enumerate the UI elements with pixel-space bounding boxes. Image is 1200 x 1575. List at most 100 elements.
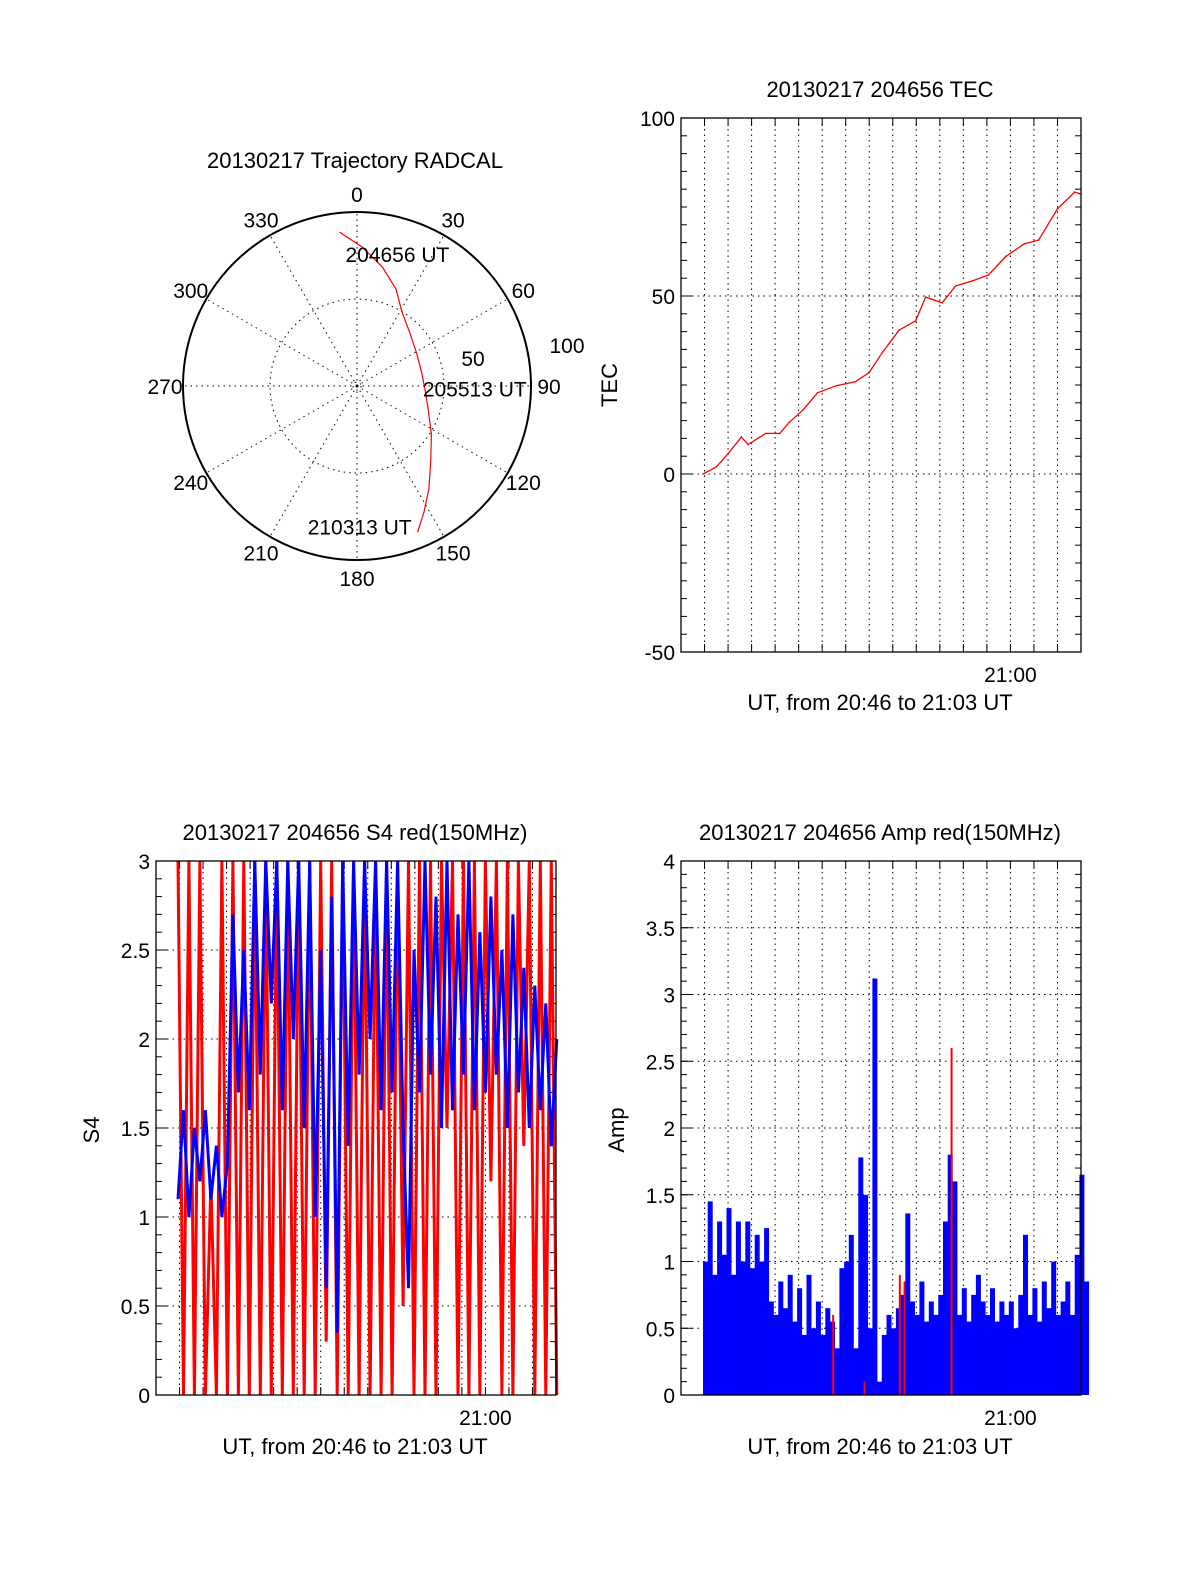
amp-blue-bar [891,1328,897,1396]
polar-angle-label: 0 [351,184,363,207]
tec-point [898,329,900,331]
y-tick-label: 0 [138,1385,150,1408]
amp-blue-bar [1055,1314,1061,1395]
polar-spoke [356,298,508,387]
amp-blue-bar [1023,1234,1028,1395]
amp-blue-bar [947,1154,953,1395]
amp-blue-bar [735,1221,741,1395]
amp-blue-bar [778,1281,784,1395]
polar-angle-label: 270 [147,376,182,399]
amp-blue-bar [1018,1294,1024,1395]
polar-center [352,381,362,391]
amp-blue-bar [1037,1321,1043,1395]
tec-title: 20130217 204656 TEC [766,77,993,102]
polar-spoke [269,235,358,387]
tec-point [954,285,957,287]
tec-point [971,279,974,282]
x-tick-label: 21:00 [459,1407,512,1430]
y-tick-label: 0.5 [121,1296,150,1319]
amp-blue-bar [933,1314,939,1395]
amp-blue-bar [900,1294,906,1395]
y-tick-label: 0 [663,464,675,487]
amp-blue-bar [839,1268,845,1395]
s4-xlabel: UT, from 20:46 to 21:03 UT [222,1434,487,1459]
amp-blue-bar [750,1268,755,1395]
amp-blue-bar [910,1301,915,1395]
tec-point [727,452,729,455]
amp-blue-bar [924,1321,930,1395]
polar-angle-label: 330 [243,210,278,233]
tec-plot-frame [680,117,1082,653]
polar-trajectory-chart: 20130217 Trajectory RADCAL 0 30 60 90 120 150… [147,148,584,591]
trajectory-time-label: 204656 UT [345,244,449,267]
amp-blue-bar [731,1274,737,1395]
y-tick-label: 3 [138,851,150,874]
amp-blue-bar [872,978,878,1395]
amp-blue-bar [815,1301,821,1395]
amp-blue-bar [820,1334,826,1395]
amp-plot-frame [680,860,1082,1396]
polar-angle-label: 210 [243,542,278,565]
amp-blue-bar [1079,1174,1085,1395]
tec-point [1079,193,1081,195]
tec-point [779,432,781,435]
tec-point [816,392,819,394]
amp-blue-bar [797,1288,803,1395]
polar-title: 20130217 Trajectory RADCAL [207,148,503,173]
amp-blue-bar [773,1314,779,1395]
amp-blue-bar [943,1221,948,1395]
amp-blue-bar [905,1213,911,1395]
polar-angle-label: 150 [435,542,470,565]
polar-radial-label: 50 [461,348,484,371]
amp-blue-bar [853,1348,859,1395]
y-tick-label: 50 [652,286,675,309]
amp-blue-bar [1046,1308,1052,1395]
s4-chart: 20130217 204656 S4 red(150MHz) UT, from … [79,820,559,1459]
amp-blue-bar [975,1274,981,1395]
amp-blue-bar [928,1301,934,1395]
amp-blue-bar [938,1294,944,1395]
tec-point [740,436,743,438]
x-tick-label: 21:00 [984,1407,1037,1430]
tec-ylabel: TEC [597,363,622,407]
amp-blue-bar [877,1381,883,1395]
amp-blue-bar [768,1301,774,1395]
tec-point [1004,255,1007,258]
amp-blue-bar [740,1261,746,1395]
amp-blue-bar [726,1208,732,1395]
amp-blue-bar [867,1328,873,1396]
y-tick-label: 2 [138,1029,150,1052]
amp-blue-bar [834,1348,840,1395]
amp-blue-bar [754,1234,760,1395]
y-tick-label: 2.5 [646,1051,675,1074]
amp-ylabel: Amp [604,1107,629,1152]
amp-blue-bar [848,1234,854,1395]
amp-blue-bar [990,1288,995,1395]
amp-blue-bar [952,1181,958,1395]
polar-spoke [356,385,445,537]
amp-blue-bar [1070,1314,1075,1395]
amp-blue-bar [914,1314,920,1395]
trajectory-time-label: 210313 UT [308,516,412,539]
trajectory-time-label: 205513 UT [423,378,527,401]
amp-blue-bar [844,1261,850,1395]
y-tick-label: 0.5 [646,1318,675,1341]
y-tick-label: 2.5 [121,940,150,963]
amp-chart: 20130217 204656 Amp red(150MHz) UT, from… [604,820,1090,1459]
amp-blue-bar [787,1274,793,1395]
amp-blue-bar [811,1328,817,1396]
amp-blue-bar [1004,1314,1010,1395]
amp-blue-bar [961,1288,967,1395]
amp-blue-bar [881,1334,887,1395]
tec-point [914,320,917,322]
amp-blue-bar [919,1281,925,1395]
amp-blue-bar [825,1308,831,1395]
amp-blue-bar [745,1221,751,1395]
polar-spoke [269,385,358,537]
amp-title: 20130217 204656 Amp red(150MHz) [699,820,1061,845]
polar-spoke [206,298,358,387]
amp-blue-bar [994,1321,1000,1395]
amp-blue-bar [703,1261,708,1395]
tec-point [715,466,718,468]
amp-blue-bar [1051,1261,1057,1395]
